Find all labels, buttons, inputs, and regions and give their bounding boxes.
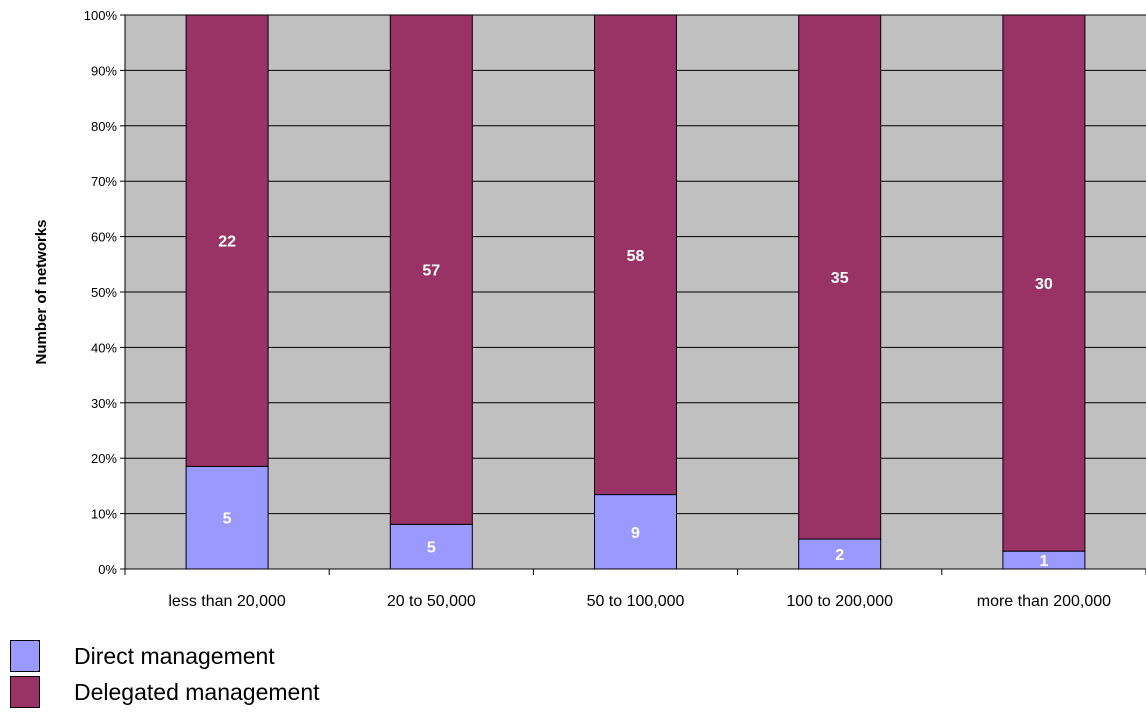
bar-segment-direct xyxy=(389,523,473,570)
data-label-direct: 9 xyxy=(631,525,640,542)
data-label-delegated: 35 xyxy=(831,270,849,287)
data-label-delegated: 57 xyxy=(422,263,440,280)
data-label-delegated: 30 xyxy=(1035,276,1053,293)
legend-item-delegated: Delegated management xyxy=(10,674,320,710)
y-tick-label: 0% xyxy=(98,562,117,577)
bar-segment-delegated xyxy=(1002,14,1086,552)
legend-item-direct: Direct management xyxy=(10,638,320,674)
legend-swatch-delegated xyxy=(10,676,40,708)
bar-segment-delegated xyxy=(798,14,882,540)
y-tick-label: 70% xyxy=(91,174,117,189)
legend-swatch-direct xyxy=(10,640,40,672)
bar-segment-delegated xyxy=(185,14,269,467)
y-tick-label: 90% xyxy=(91,63,117,78)
y-tick-label: 60% xyxy=(91,230,117,245)
legend-label-direct: Direct management xyxy=(74,642,275,669)
data-label-delegated: 58 xyxy=(627,248,645,265)
y-axis-title: Number of networks xyxy=(33,219,50,364)
y-tick-label: 100% xyxy=(84,8,118,23)
y-tick-label: 10% xyxy=(91,507,117,522)
bar-segment-delegated xyxy=(594,14,677,496)
data-label-direct: 5 xyxy=(427,540,436,557)
y-tick-label: 80% xyxy=(91,119,117,134)
y-tick-label: 40% xyxy=(91,340,117,355)
data-label-direct: 2 xyxy=(835,547,844,564)
y-tick-label: 20% xyxy=(91,451,117,466)
legend-label-delegated: Delegated management xyxy=(74,678,320,705)
bar-segment-direct xyxy=(185,465,269,570)
x-tick-label: less than 20,000 xyxy=(168,593,286,610)
y-tick-label: 30% xyxy=(91,396,117,411)
bar-segment-direct xyxy=(594,494,677,570)
y-tick-label: 50% xyxy=(91,285,117,300)
x-tick-label: more than 200,000 xyxy=(977,593,1111,610)
bar-segment-direct xyxy=(798,538,882,570)
legend: Direct management Delegated management xyxy=(10,638,320,710)
x-tick-label: 50 to 100,000 xyxy=(587,593,685,610)
data-label-direct: 1 xyxy=(1039,553,1048,570)
bar-segment-delegated xyxy=(389,14,473,525)
data-label-delegated: 22 xyxy=(218,234,236,251)
x-tick-label: 100 to 200,000 xyxy=(786,593,893,610)
data-label-direct: 5 xyxy=(223,511,232,528)
stacked-bar-chart: 0% 10% 20% 30% 40% 50% 60% 70% 80% 90% 100% 5 22 less… xyxy=(33,8,1146,610)
x-tick-label: 20 to 50,000 xyxy=(387,593,476,610)
